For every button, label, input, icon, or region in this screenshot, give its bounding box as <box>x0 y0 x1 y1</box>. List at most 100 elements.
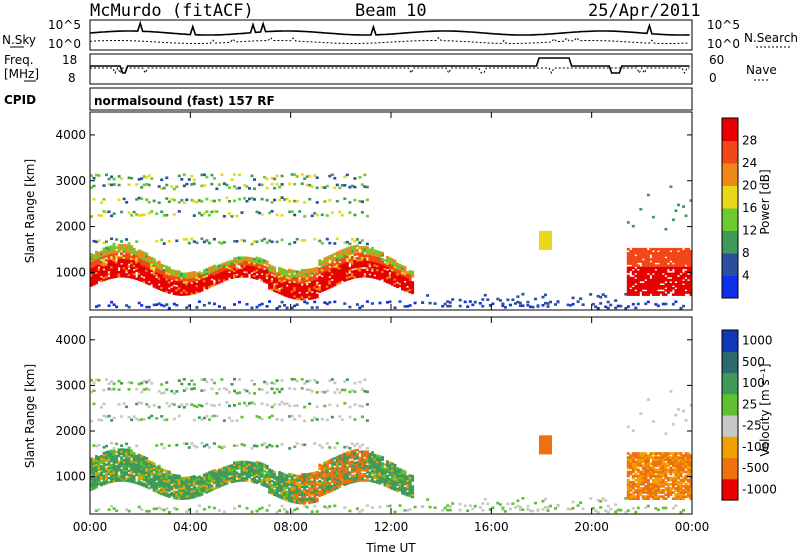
velocity-cell <box>521 508 524 511</box>
velocity-cell <box>607 511 610 514</box>
power-cell <box>363 174 366 177</box>
cpid-text: normalsound (fast) 157 RF <box>94 94 275 108</box>
power-cell <box>301 173 304 176</box>
velocity-cell <box>346 466 349 469</box>
power-cell <box>178 210 181 213</box>
velocity-cell <box>228 405 231 408</box>
velocity-cell <box>150 415 153 418</box>
velocity-cell <box>363 378 366 381</box>
power-cell <box>210 280 213 283</box>
velocity-cell <box>358 381 361 384</box>
velocity-cell <box>210 485 213 488</box>
velocity-cell <box>143 418 146 421</box>
velocity-cell <box>426 498 429 501</box>
power-cell <box>521 304 524 307</box>
power-cell <box>223 307 226 310</box>
power-cell <box>105 263 108 266</box>
velocity-cell <box>105 378 108 381</box>
power-cell <box>614 299 617 302</box>
power-cell <box>286 198 289 201</box>
velocity-cell <box>421 505 424 508</box>
power-cell <box>165 214 168 217</box>
power-cell <box>105 240 108 243</box>
power-cell <box>348 243 351 246</box>
power-cell <box>110 176 113 179</box>
power-cell <box>276 241 279 244</box>
power-cell <box>421 301 424 304</box>
velocity-cell <box>148 510 151 513</box>
velocity-cell <box>168 405 171 408</box>
power-cell <box>471 304 474 307</box>
colorbar-swatch <box>722 186 738 209</box>
velocity-cell <box>173 403 176 406</box>
velocity-cell <box>296 507 299 510</box>
velocity-cell <box>173 418 176 421</box>
power-cell <box>93 185 96 188</box>
velocity-cell <box>110 380 113 383</box>
velocity-cell <box>163 419 166 422</box>
velocity-cell <box>251 511 254 514</box>
velocity-cell <box>110 419 113 422</box>
y-tick-label: 2000 <box>55 220 86 234</box>
velocity-cell <box>296 404 299 407</box>
velocity-heatmap <box>90 378 693 514</box>
velocity-cell <box>484 498 487 501</box>
freq-trace <box>90 58 690 73</box>
velocity-cell <box>205 381 208 384</box>
power-cell <box>190 238 193 241</box>
velocity-cell <box>316 481 319 484</box>
velocity-cell <box>160 383 163 386</box>
velocity-cell <box>311 510 314 513</box>
velocity-cell <box>253 383 256 386</box>
power-cell <box>501 303 504 306</box>
velocity-cell <box>103 403 106 406</box>
velocity-cell <box>163 509 166 512</box>
power-cell <box>203 174 206 177</box>
velocity-cell <box>376 455 379 458</box>
velocity-cell <box>261 402 264 405</box>
velocity-cell <box>158 465 161 468</box>
velocity-cell <box>328 446 331 449</box>
power-cell <box>579 297 582 300</box>
power-cell <box>135 240 138 243</box>
power-cell <box>328 301 331 304</box>
velocity-cell <box>223 419 226 422</box>
velocity-cell <box>481 509 484 512</box>
power-cell <box>316 267 319 270</box>
power-cell <box>394 307 397 310</box>
velocity-cell <box>256 461 259 464</box>
velocity-cell <box>286 511 289 514</box>
power-cell <box>238 174 241 177</box>
velocity-cell <box>175 390 178 393</box>
velocity-cell <box>190 379 193 382</box>
power-cell <box>228 212 231 215</box>
velocity-cell <box>599 506 602 509</box>
velocity-cell <box>614 511 617 514</box>
velocity-cell <box>165 418 168 421</box>
power-cell <box>356 238 359 241</box>
power-cell <box>434 302 437 305</box>
power-cell <box>213 200 216 203</box>
velocity-cell <box>288 405 291 408</box>
velocity-cell <box>140 391 143 394</box>
power-cell <box>682 205 685 208</box>
velocity-cell <box>180 383 183 386</box>
velocity-cell <box>298 415 301 418</box>
colorbar-tick-label: 20 <box>742 179 757 193</box>
colorbar-swatch <box>722 141 738 164</box>
power-cell <box>266 187 269 190</box>
velocity-cell <box>301 387 304 390</box>
power-cell <box>261 303 264 306</box>
power-cell <box>348 201 351 204</box>
power-cell <box>233 200 236 203</box>
power-cell <box>238 187 241 190</box>
power-cell <box>160 211 163 214</box>
velocity-cell <box>441 509 444 512</box>
velocity-cell <box>266 404 269 407</box>
power-cell <box>145 253 148 256</box>
velocity-cell <box>283 508 286 511</box>
power-cell <box>190 175 193 178</box>
velocity-cell <box>238 391 241 394</box>
power-cell <box>175 240 178 243</box>
colorbar-swatch <box>722 118 738 141</box>
